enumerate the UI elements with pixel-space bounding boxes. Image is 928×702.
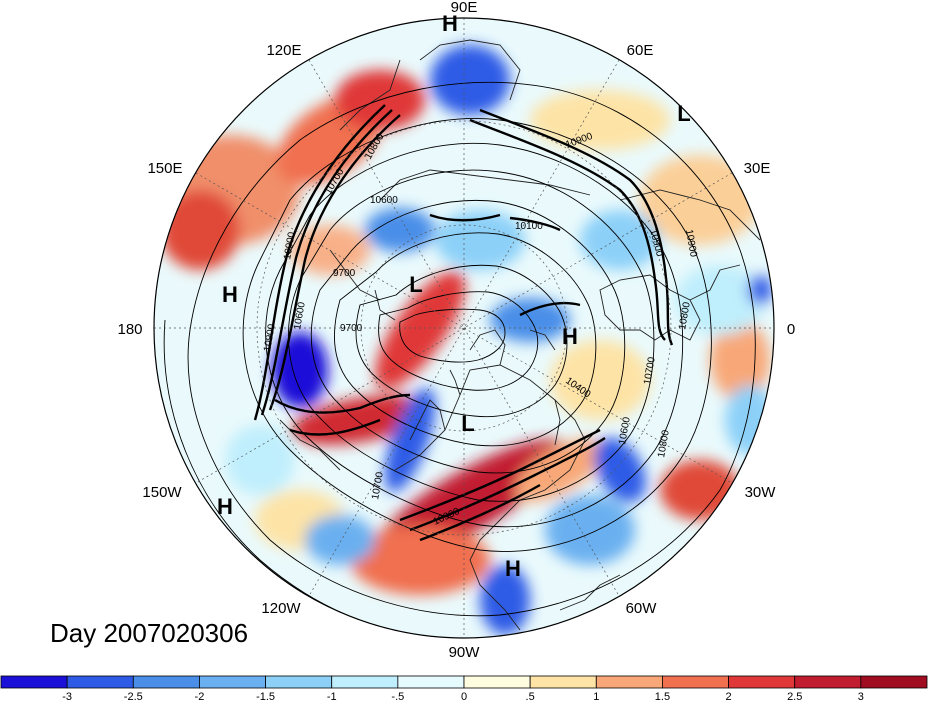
map-title: Day 2007020306 [50,618,249,648]
colorbar: -3 -2.5 -2 -1.5 -1 -.5 0 .5 1 1.5 2 2.5 3 [0,675,928,702]
colorbar-tick-label: 1.5 [655,691,670,702]
colorbar-tick-label: -2.5 [124,691,143,702]
colorbar-tick-label: -.5 [391,691,404,702]
colorbar-box [397,675,465,689]
contour-label: 10700 [642,356,658,386]
pressure-centers: H L H L H L H H [217,11,691,581]
geopotential-contours [163,81,756,638]
coastlines [279,39,761,631]
contour-label: 9700 [333,268,356,279]
colorbar-tick-label: 0 [461,691,467,702]
colorbar-box [331,675,399,689]
colorbar-labels: -3 -2.5 -2 -1.5 -1 -.5 0 .5 1 1.5 2 2.5 3 [62,691,864,702]
colorbar-box [132,675,200,689]
pressure-center-label: L [461,411,474,436]
colorbar-box [463,675,531,689]
colorbar-tick-label: -1.5 [256,691,275,702]
contour-label: 10900 [282,231,298,261]
lon-label-90e: 90E [451,0,478,16]
colorbar-tick-label: .5 [526,691,535,702]
colorbar-tick-label: 3 [858,691,864,702]
colorbar-tick-label: -2 [195,691,205,702]
colorbar-box [0,675,68,689]
colorbar-box [529,675,597,689]
contour-label: 10800 [677,301,693,331]
contour-label: 10600 [370,195,398,206]
graticule [154,18,774,638]
colorbar-box [199,675,266,689]
lon-label-120w: 120W [261,600,301,617]
colorbar-tick-label: 1 [593,691,599,702]
pressure-center-label: L [677,101,690,126]
contour-label: 10900 [262,323,278,353]
lon-label-90w: 90W [449,644,481,661]
lon-label-120e: 120E [266,42,301,59]
colorbar-box [662,675,729,689]
lon-label-150e: 150E [147,160,182,177]
contour-label: 10800 [656,429,672,459]
colorbar-boxes [0,675,928,689]
colorbar-tick-label: -3 [62,691,72,702]
pressure-center-label: H [222,282,238,307]
contour-label: 10900 [683,229,699,259]
colorbar-box [595,675,663,689]
lon-label-30e: 30E [744,160,771,177]
contour-labels: 10900 10800 10700 10600 10900 9700 9700 … [262,131,699,528]
contour-label: 10700 [370,471,386,501]
pressure-center-label: H [505,556,521,581]
pressure-center-label: L [409,272,422,297]
lon-label-30w: 30W [745,484,777,501]
colorbar-box [794,675,862,689]
contour-label: 10600 [292,301,308,331]
contour-label: 9700 [340,323,363,334]
pressure-center-label: H [217,494,233,519]
pressure-center-label: H [442,11,458,36]
lon-label-150w: 150W [142,484,182,501]
contour-label: 10100 [515,221,543,232]
lon-label-0: 0 [787,321,795,338]
colorbar-box [265,675,333,689]
map-boundary [153,17,775,639]
contour-label: 10600 [617,416,633,446]
colorbar-box [860,675,928,689]
lon-label-60e: 60E [627,42,654,59]
lon-label-180: 180 [117,321,142,338]
colorbar-box [728,675,796,689]
colorbar-tick-label: 2 [726,691,732,702]
lon-label-60w: 60W [626,600,658,617]
pressure-center-label: H [562,324,578,349]
colorbar-tick-label: 2.5 [787,691,802,702]
colorbar-box [66,675,134,689]
colorbar-tick-label: -1 [327,691,337,702]
longitude-labels: 90E 120E 60E 150E 30E 180 0 150W 30W 120… [117,0,795,661]
